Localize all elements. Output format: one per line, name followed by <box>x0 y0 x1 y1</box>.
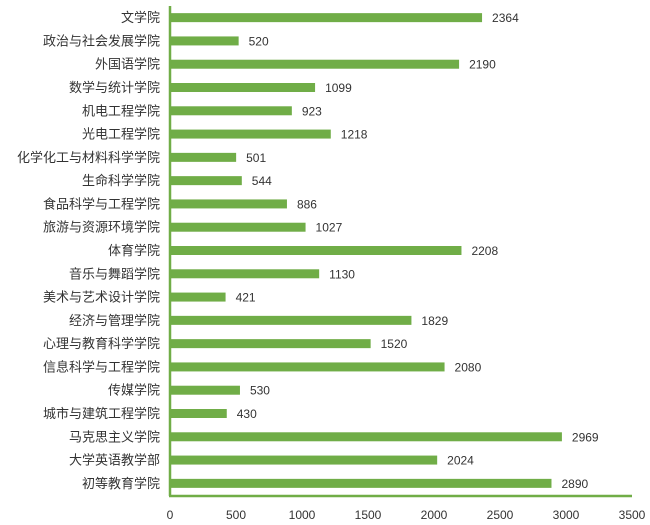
bar <box>170 409 227 418</box>
bar <box>170 385 240 395</box>
data-label: 2190 <box>469 58 496 72</box>
x-tick-label: 500 <box>226 508 246 522</box>
data-label: 1099 <box>325 81 352 95</box>
bar <box>170 152 237 162</box>
bar <box>170 36 239 46</box>
bar <box>170 129 331 139</box>
bar <box>170 339 371 349</box>
data-label: 1218 <box>341 128 368 142</box>
category-label: 外国语学院 <box>95 57 160 73</box>
category-label: 传媒学院 <box>108 383 160 399</box>
bar <box>170 269 320 279</box>
category-label: 大学英语教学部 <box>69 453 160 469</box>
bar <box>170 362 445 372</box>
category-label: 信息科学与工程学院 <box>43 359 160 375</box>
bar <box>170 176 242 186</box>
bar <box>170 246 462 255</box>
bar <box>170 455 438 465</box>
data-label: 1520 <box>381 337 408 351</box>
data-label: 2364 <box>492 11 519 25</box>
bars-group <box>170 13 562 488</box>
data-label: 2080 <box>455 360 482 374</box>
bar <box>170 292 226 302</box>
category-labels: 文学院政治与社会发展学院外国语学院数学与统计学院机电工程学院光电工程学院化学化工… <box>17 10 160 492</box>
category-label: 政治与社会发展学院 <box>43 33 160 49</box>
data-label: 530 <box>250 384 270 398</box>
x-tick-label: 2500 <box>487 508 514 522</box>
category-label: 化学化工与材料科学学院 <box>17 150 160 166</box>
bar <box>170 478 552 488</box>
bar <box>170 13 483 23</box>
data-label: 520 <box>249 34 269 48</box>
x-axis-ticks: 0 500 1000 1500 2000 2500 3000 3500 <box>167 508 646 522</box>
data-label: 430 <box>237 407 257 421</box>
bar <box>170 59 460 69</box>
data-label: 886 <box>297 197 317 211</box>
category-label: 机电工程学院 <box>82 103 160 119</box>
category-label: 城市与建筑工程学院 <box>43 406 160 422</box>
data-label: 544 <box>252 174 272 188</box>
category-label: 旅游与资源环境学院 <box>43 220 160 236</box>
category-label: 经济与管理学院 <box>69 313 160 329</box>
bar <box>170 199 287 209</box>
category-label: 体育学院 <box>108 243 160 259</box>
bar <box>170 222 306 232</box>
category-label: 文学院 <box>121 10 160 26</box>
category-label: 音乐与舞蹈学院 <box>69 266 160 282</box>
data-label: 1027 <box>316 221 343 235</box>
x-tick-label: 0 <box>167 508 174 522</box>
data-label: 923 <box>302 104 322 118</box>
bar <box>170 432 562 442</box>
bar <box>170 106 292 116</box>
x-tick-label: 1500 <box>355 508 382 522</box>
category-label: 光电工程学院 <box>82 127 160 143</box>
category-label: 生命科学学院 <box>82 173 160 189</box>
category-label: 马克思主义学院 <box>69 429 160 445</box>
x-tick-label: 1000 <box>289 508 316 522</box>
data-label: 2024 <box>447 454 474 468</box>
data-label: 1829 <box>421 314 448 328</box>
data-label: 421 <box>236 291 256 305</box>
data-label: 1130 <box>329 267 355 281</box>
data-label: 2208 <box>471 244 498 258</box>
bar <box>170 315 412 325</box>
x-tick-label: 3000 <box>553 508 580 522</box>
data-label: 2890 <box>561 477 588 491</box>
category-label: 食品科学与工程学院 <box>43 196 160 212</box>
data-label: 501 <box>246 151 266 165</box>
category-label: 心理与教育科学学院 <box>43 336 160 352</box>
category-label: 初等教育学院 <box>82 476 160 492</box>
x-tick-label: 2000 <box>421 508 448 522</box>
x-tick-label: 3500 <box>619 508 646 522</box>
bar <box>170 83 316 92</box>
category-label: 数学与统计学院 <box>69 80 160 96</box>
data-label: 2969 <box>572 430 599 444</box>
category-label: 美术与艺术设计学院 <box>43 290 160 306</box>
